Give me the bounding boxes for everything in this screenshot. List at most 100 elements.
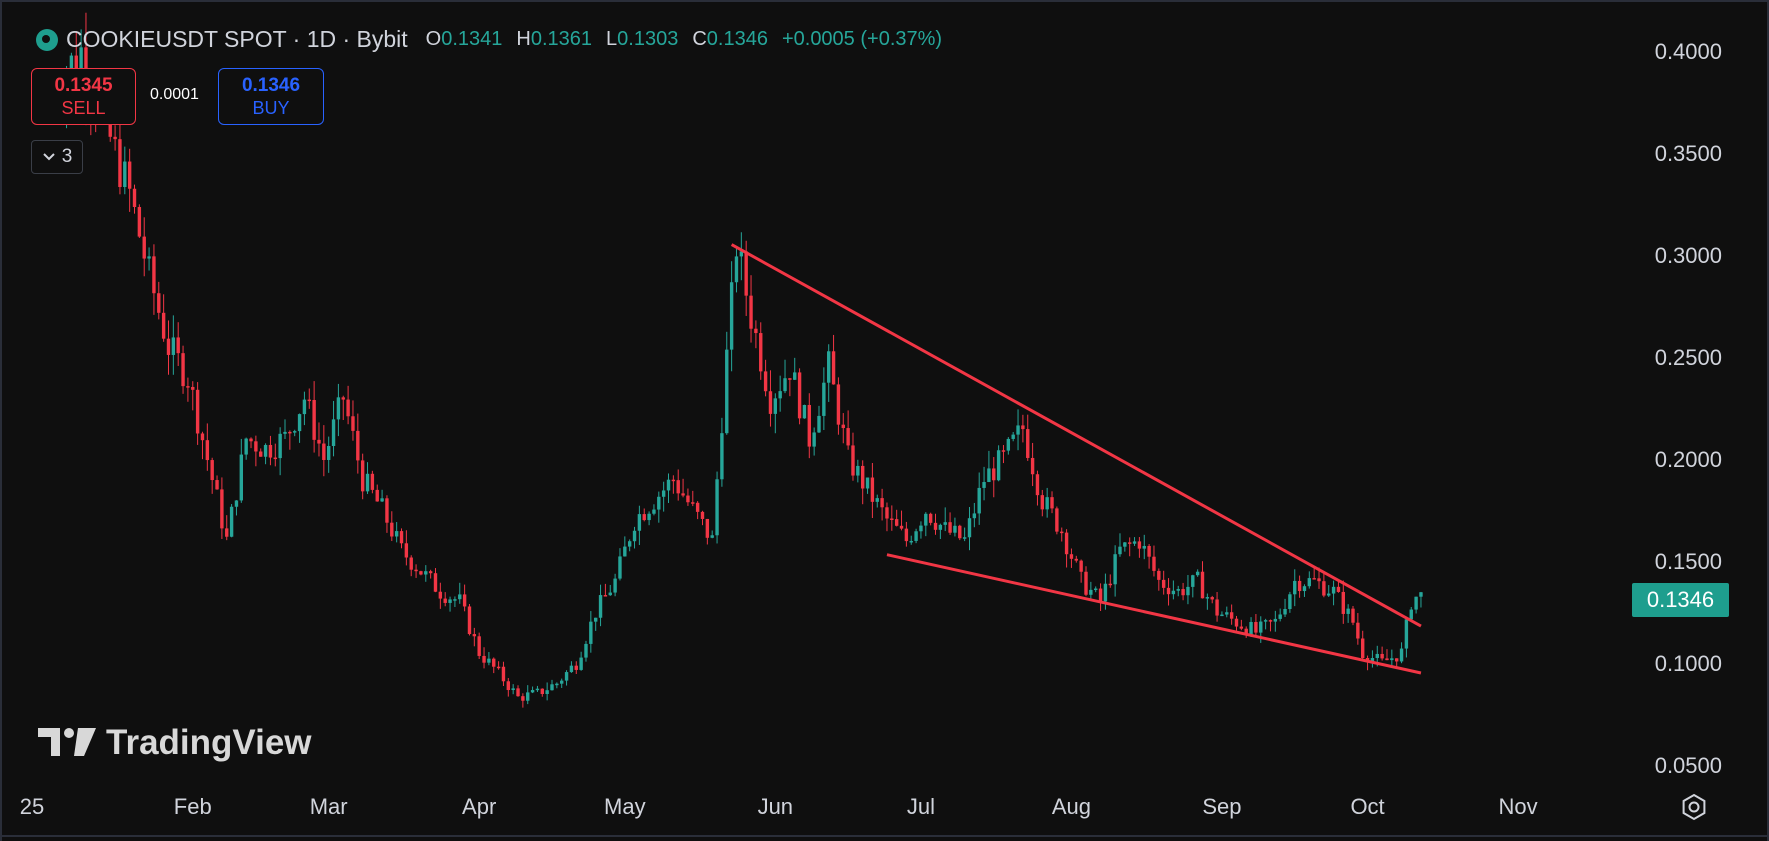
- candle: [734, 248, 739, 293]
- candle: [778, 375, 782, 412]
- candle: [1346, 604, 1350, 623]
- candle: [555, 682, 559, 689]
- x-tick-label: May: [604, 794, 646, 819]
- candle: [1069, 548, 1074, 568]
- candle: [1021, 414, 1025, 443]
- candle: [1244, 626, 1248, 638]
- candle: [681, 478, 685, 498]
- settings-gear-icon[interactable]: [1680, 793, 1708, 821]
- candle: [943, 507, 947, 532]
- candle: [1273, 610, 1278, 632]
- price-axis[interactable]: 0.4000 0.3500 0.3000 0.2500 0.2000 0.1500 0.10…: [1655, 39, 1722, 778]
- candle: [1147, 544, 1151, 569]
- chevron-down-icon: [42, 153, 55, 161]
- candle: [608, 584, 612, 596]
- candle: [467, 604, 472, 636]
- candle: [535, 685, 540, 693]
- candle: [1079, 559, 1083, 583]
- candle: [1225, 606, 1229, 618]
- candle: [919, 521, 923, 539]
- cookie-logo-icon: [36, 28, 58, 51]
- candle: [390, 511, 394, 542]
- indicators-toggle-button[interactable]: 3: [31, 140, 83, 174]
- candle: [472, 627, 477, 647]
- candle: [166, 320, 171, 375]
- low-value: 0.1303: [617, 28, 679, 50]
- candle: [613, 573, 617, 597]
- candle: [676, 469, 680, 501]
- candle: [142, 217, 146, 277]
- candle: [181, 345, 185, 394]
- sell-button[interactable]: 0.1345 SELL: [31, 68, 136, 125]
- candle: [759, 322, 763, 380]
- x-tick-label: Sep: [1202, 794, 1241, 819]
- candle: [1249, 617, 1253, 637]
- sell-price: 0.1345: [54, 74, 113, 96]
- candle: [210, 457, 214, 494]
- candle: [1161, 570, 1166, 595]
- y-tick-label: 0.1000: [1655, 651, 1722, 676]
- candle: [278, 427, 282, 476]
- candle: [1302, 584, 1307, 597]
- time-axis[interactable]: 25 Feb Mar Apr May Jun Jul Aug Sep Oct Nov: [20, 794, 1538, 819]
- candle: [511, 684, 515, 695]
- candle: [885, 502, 889, 532]
- candle: [419, 570, 423, 576]
- candle: [914, 528, 918, 544]
- candle: [370, 470, 375, 494]
- candle: [1419, 591, 1423, 608]
- candle: [385, 495, 389, 533]
- x-tick-label: Mar: [310, 794, 348, 819]
- candle: [448, 596, 452, 612]
- candle: [1137, 537, 1142, 558]
- candle: [229, 504, 234, 538]
- symbol-title[interactable]: COOKIEUSDT SPOT · 1D · Bybit: [66, 26, 408, 52]
- trendline-upper[interactable]: [730, 243, 1422, 628]
- candle: [1030, 442, 1035, 487]
- buy-button[interactable]: 0.1346 BUY: [218, 68, 324, 125]
- candle: [574, 661, 578, 675]
- candle: [1215, 591, 1219, 622]
- candle: [302, 391, 307, 426]
- candle: [399, 528, 404, 549]
- candle: [695, 501, 700, 520]
- candle: [841, 413, 845, 444]
- candle: [205, 423, 210, 471]
- candle: [239, 438, 244, 503]
- candle: [550, 679, 554, 691]
- indicators-count: 3: [61, 146, 73, 167]
- candle: [186, 377, 190, 402]
- candle: [846, 410, 850, 450]
- candle: [560, 678, 564, 688]
- candle: [404, 530, 409, 566]
- candle: [195, 382, 200, 445]
- candle: [739, 232, 744, 281]
- candle: [331, 400, 336, 457]
- candle: [1341, 580, 1345, 624]
- tradingview-logo-icon: [38, 728, 96, 756]
- candle: [1385, 649, 1389, 661]
- candle: [1098, 583, 1103, 611]
- x-tick-label: Jul: [907, 794, 935, 819]
- buy-price: 0.1346: [241, 74, 301, 96]
- candle: [1327, 585, 1331, 597]
- candle: [705, 518, 710, 545]
- candle: [831, 334, 836, 385]
- candle: [433, 568, 438, 593]
- candle: [584, 640, 588, 662]
- y-tick-label: 0.0500: [1655, 753, 1722, 778]
- candle: [506, 678, 511, 697]
- candle: [783, 359, 787, 394]
- candle: [157, 281, 161, 320]
- buy-label: BUY: [252, 97, 290, 118]
- candle: [1283, 598, 1287, 618]
- trendline-lower[interactable]: [886, 553, 1422, 675]
- candle: [424, 565, 428, 582]
- candle: [312, 381, 316, 453]
- candle: [1356, 613, 1360, 645]
- candle: [953, 517, 957, 537]
- candle: [268, 435, 273, 466]
- candle: [1331, 580, 1336, 606]
- candle: [972, 502, 977, 528]
